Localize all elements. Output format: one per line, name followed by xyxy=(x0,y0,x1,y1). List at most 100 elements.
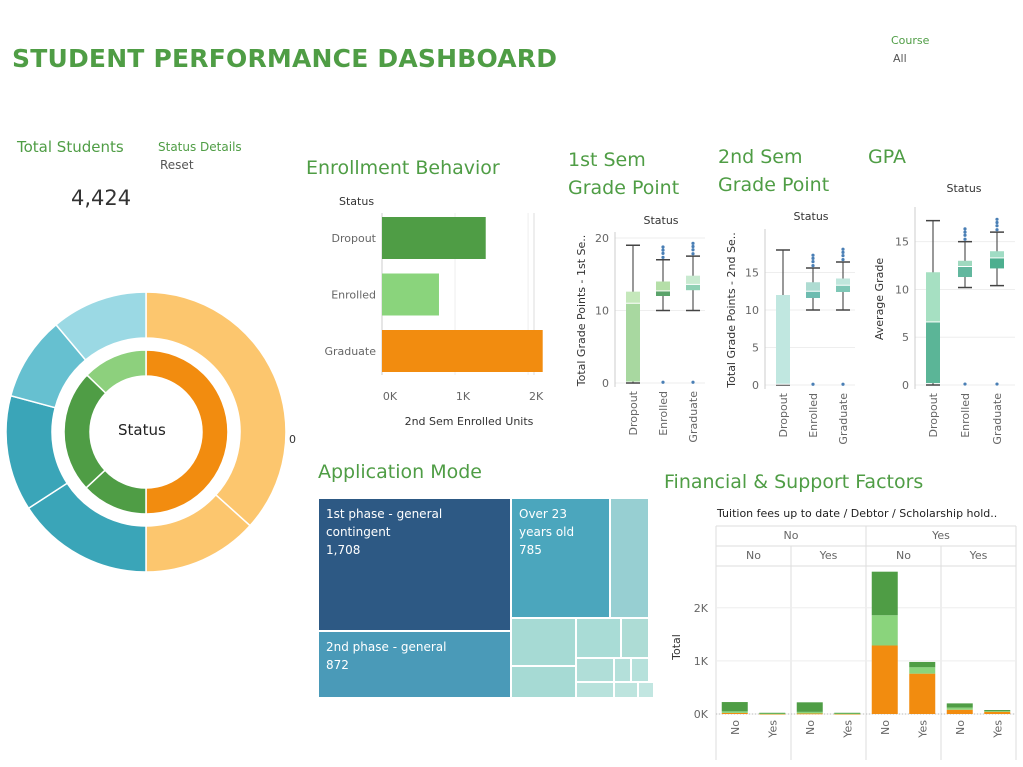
outlier-point xyxy=(661,251,665,255)
treemap-cell[interactable] xyxy=(511,618,576,666)
y-tick-label: 10 xyxy=(595,305,609,318)
treemap-cell[interactable] xyxy=(576,658,614,682)
box-upper xyxy=(836,278,850,286)
enrollment-bar xyxy=(382,273,439,316)
x-tick-label: Yes xyxy=(916,720,929,739)
outlier-point xyxy=(661,380,665,384)
treemap-cell[interactable] xyxy=(614,682,638,698)
panel-header: Status xyxy=(643,214,678,227)
y-axis-title: Total Grade Points - 1st Se.. xyxy=(575,235,588,388)
category-label: Dropout xyxy=(777,392,790,437)
y-tick-label: 0 xyxy=(602,377,609,390)
stacked-bar-segment xyxy=(759,713,786,715)
donut-outer-segment xyxy=(145,291,287,527)
treemap-cell-value: 1,708 xyxy=(326,543,361,557)
financial-title: Financial & Support Factors xyxy=(664,471,924,493)
application-title: Application Mode xyxy=(318,461,482,483)
financial-stacked-bar-chart: No Yes No Yes No Yes 0K 1K 2K Total No Yes No Yes No Ye… xyxy=(670,525,1017,760)
application-treemap: 1st phase - general contingent 1,708 2nd… xyxy=(318,498,654,698)
level1-label: Yes xyxy=(931,529,950,542)
y-tick-label: 20 xyxy=(595,232,609,245)
box-upper xyxy=(776,295,790,385)
category-label: Enrolled xyxy=(959,393,972,438)
sem2-box-plot: Status 0 5 10 15 Total Grade Points - 2nd Se.… xyxy=(725,210,855,445)
outlier-point xyxy=(691,380,695,384)
category-label: Graduate xyxy=(991,393,1004,445)
treemap-cell[interactable] xyxy=(638,682,654,698)
sem2-title-line1: 2nd Sem xyxy=(718,146,803,168)
total-students-value: 4,424 xyxy=(71,186,132,210)
outlier-point xyxy=(963,233,967,237)
x-tick-label: No xyxy=(879,720,892,735)
stacked-bar-segment xyxy=(796,713,823,715)
stacked-bar-segment xyxy=(871,615,898,646)
stacked-bar-segment xyxy=(946,703,973,708)
stacked-bar-segment xyxy=(909,673,936,714)
treemap-cell[interactable] xyxy=(610,498,649,618)
outlier-point xyxy=(841,382,845,386)
stacked-bar-segment xyxy=(721,702,748,712)
box-lower xyxy=(990,257,1004,269)
course-filter-value[interactable]: All xyxy=(893,52,907,65)
category-label: Graduate xyxy=(837,393,850,445)
outlier-point xyxy=(841,254,845,258)
outlier-point xyxy=(691,248,695,252)
level2-label: No xyxy=(896,549,911,562)
outlier-point xyxy=(841,258,845,262)
x-tick-label: 2K xyxy=(529,390,544,403)
donut-inner-segment xyxy=(85,349,147,395)
reset-button[interactable]: Reset xyxy=(160,158,194,172)
y-tick-label: 0 xyxy=(902,379,909,392)
y-tick-label: 0 xyxy=(752,379,759,392)
enrollment-title: Enrollment Behavior xyxy=(306,157,500,179)
box-upper xyxy=(958,260,972,267)
y-axis-title: Total xyxy=(670,634,683,661)
donut-inner-segment xyxy=(63,373,107,489)
total-students-label: Total Students xyxy=(17,138,124,156)
stacked-bar-segment xyxy=(796,711,823,714)
treemap-cell[interactable] xyxy=(631,658,649,682)
enrollment-bar xyxy=(382,217,486,259)
treemap-cell[interactable] xyxy=(576,618,621,658)
enrollment-bar xyxy=(382,330,543,372)
status-donut-chart xyxy=(5,291,287,573)
sem1-title-line2: Grade Point xyxy=(568,177,680,199)
outlier-point xyxy=(691,252,695,256)
course-filter-label: Course xyxy=(891,34,930,47)
stacked-bar-segment xyxy=(946,709,973,714)
treemap-cell[interactable] xyxy=(621,618,649,658)
stacked-bar-segment xyxy=(721,711,748,713)
treemap-cell-label: 2nd phase - general xyxy=(326,640,447,654)
treemap-cell-1st-phase[interactable]: 1st phase - general contingent 1,708 xyxy=(318,498,511,631)
treemap-cell-2nd-phase[interactable]: 2nd phase - general 872 xyxy=(318,631,511,698)
treemap-cell[interactable] xyxy=(614,658,631,682)
category-label: Graduate xyxy=(687,391,700,443)
y-tick-label: 1K xyxy=(694,655,709,668)
x-tick-label: 0K xyxy=(383,390,398,403)
y-tick-label: 10 xyxy=(745,304,759,317)
treemap-cell[interactable] xyxy=(511,666,576,698)
donut-side-label: 0 xyxy=(289,433,296,446)
treemap-cell-over-23[interactable]: Over 23 years old 785 xyxy=(511,498,610,618)
box-upper xyxy=(926,272,940,322)
box-lower xyxy=(836,285,850,292)
outlier-point xyxy=(811,264,815,268)
enrollment-legend-title: Status xyxy=(339,195,375,208)
outlier-point xyxy=(811,260,815,264)
y-axis-title: Average Grade xyxy=(873,258,886,340)
outlier-point xyxy=(963,382,967,386)
treemap-cell[interactable] xyxy=(576,682,614,698)
treemap-cell-label: Over 23 years old xyxy=(519,507,575,539)
donut-outer-segment xyxy=(54,291,147,362)
box-lower xyxy=(626,303,640,382)
outlier-point xyxy=(995,382,999,386)
box-lower xyxy=(656,290,670,296)
stacked-bar-segment xyxy=(759,713,786,715)
x-tick-label: Yes xyxy=(766,720,779,739)
panel-header: Status xyxy=(946,182,981,195)
outlier-point xyxy=(995,228,999,232)
y-tick-label: 10 xyxy=(895,283,909,296)
outlier-point xyxy=(811,256,815,260)
outlier-point xyxy=(811,382,815,386)
outlier-point xyxy=(963,227,967,231)
